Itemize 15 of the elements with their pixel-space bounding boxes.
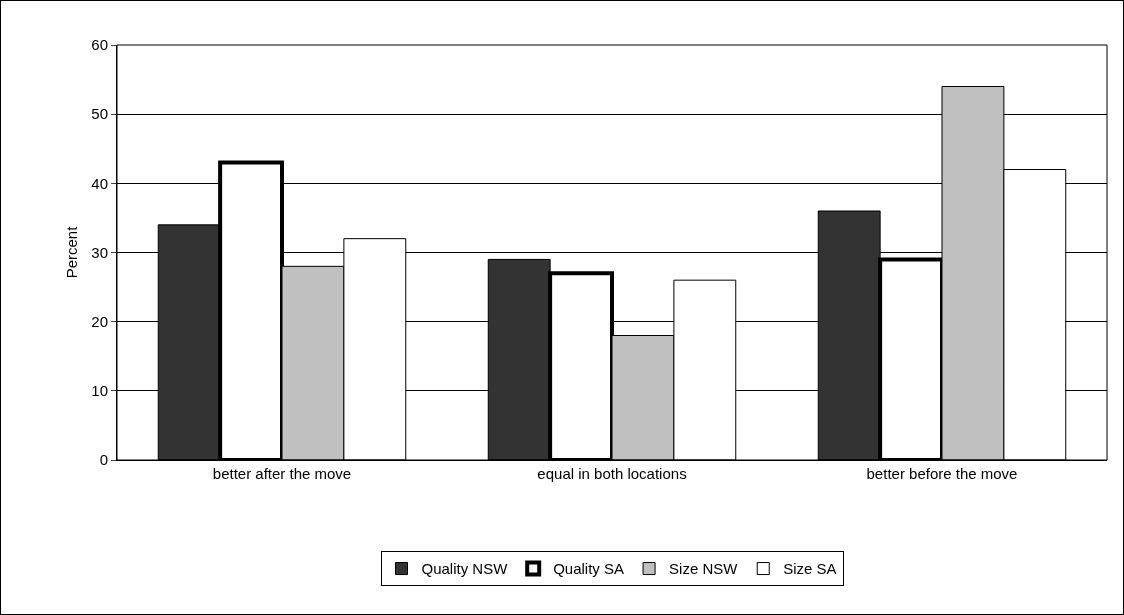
y-tick-label: 20: [91, 312, 108, 330]
y-tick-label: 0: [99, 451, 108, 469]
x-tick-label: better before the move: [866, 465, 1018, 482]
legend-label: Quality NSW: [421, 560, 509, 578]
y-tick-label: 60: [91, 36, 108, 54]
x-tick-label: equal in both locations: [537, 465, 687, 482]
y-axis-title: Percent: [63, 225, 80, 279]
x-tick-label: better after the move: [212, 465, 352, 482]
y-tick-label: 30: [91, 243, 108, 261]
y-tick-label: 10: [91, 382, 108, 400]
y-tick-label: 40: [91, 174, 108, 192]
legend-label: Size NSW: [669, 560, 739, 578]
y-tick-label: 50: [91, 105, 108, 123]
legend-label: Quality SA: [553, 560, 625, 578]
legend-label: Size SA: [783, 560, 837, 578]
